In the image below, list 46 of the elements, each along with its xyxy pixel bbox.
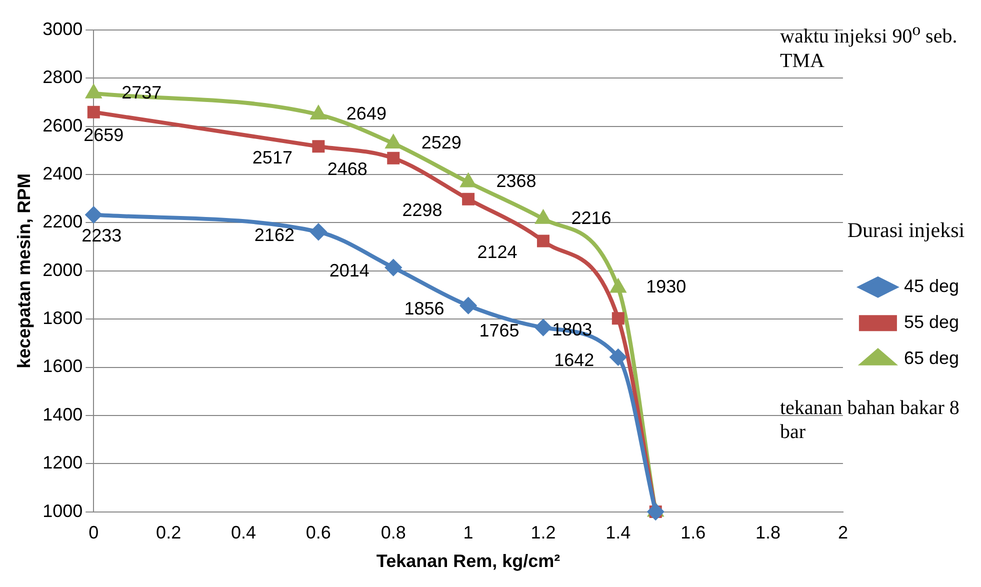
- legend-label: 55 deg: [904, 312, 960, 332]
- x-tick-label: 1.8: [756, 522, 781, 543]
- x-tick-label: 1.4: [606, 522, 631, 543]
- data-label: 2014: [329, 260, 370, 280]
- x-tick-label: 0.8: [380, 522, 406, 543]
- y-tick-label: 2800: [42, 67, 83, 88]
- legend-label: 65 deg: [904, 348, 960, 368]
- y-tick-label: 2200: [42, 212, 83, 232]
- x-axis-title: Tekanan Rem, kg/cm²: [376, 551, 560, 572]
- data-label: 1856: [404, 298, 444, 319]
- data-label: 2233: [82, 226, 122, 246]
- x-tick-label: 1: [463, 522, 474, 543]
- annotation: tekanan bahan bakar 8 bar: [780, 396, 960, 444]
- x-tick-label: 1.2: [530, 522, 556, 543]
- data-label: 2124: [477, 242, 518, 262]
- y-tick-label: 1200: [42, 452, 83, 473]
- x-tick-label: 2: [838, 522, 848, 543]
- data-label: 1765: [479, 320, 520, 340]
- data-label: 2649: [346, 104, 386, 124]
- data-label: 2529: [421, 132, 462, 152]
- y-tick-label: 1400: [42, 404, 83, 424]
- data-label: 2517: [252, 147, 292, 168]
- y-axis-title: kecepatan mesin, RPM: [14, 173, 34, 368]
- y-tick-label: 1800: [42, 308, 83, 328]
- data-label: 2468: [327, 159, 368, 180]
- legend-title: Durasi injeksi: [847, 218, 965, 242]
- x-tick-label: 0.4: [230, 522, 256, 543]
- data-label: 2368: [496, 171, 536, 192]
- y-tick-label: 1600: [42, 356, 83, 376]
- data-label: 2216: [571, 208, 612, 228]
- x-tick-label: 0.2: [156, 522, 182, 543]
- data-label: 2659: [84, 125, 124, 146]
- y-tick-label: 2600: [42, 115, 83, 136]
- legend-label: 45 deg: [904, 276, 960, 296]
- x-tick-label: 0: [88, 522, 99, 543]
- data-label: 2298: [402, 200, 442, 220]
- x-tick-label: 1.6: [680, 522, 706, 543]
- data-label: 1930: [646, 276, 686, 297]
- data-label: 1642: [554, 350, 594, 370]
- x-tick-label: 0.6: [306, 522, 331, 543]
- y-tick-label: 2400: [42, 164, 83, 184]
- text: waktu injeksi 90$^{o}$ seb. TMA: [780, 20, 958, 72]
- y-tick-label: 2000: [42, 260, 83, 280]
- y-tick-label: 1000: [42, 500, 83, 521]
- y-tick-label: 3000: [42, 18, 83, 39]
- data-label: 2162: [254, 224, 294, 245]
